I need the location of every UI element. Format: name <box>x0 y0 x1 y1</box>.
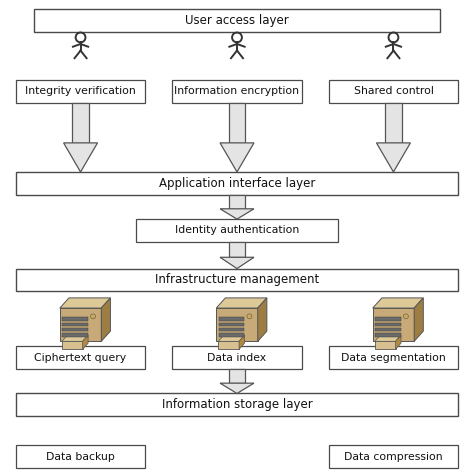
Polygon shape <box>228 242 246 257</box>
Bar <box>136 219 338 242</box>
Polygon shape <box>385 103 402 143</box>
Polygon shape <box>62 335 88 341</box>
Circle shape <box>91 314 95 319</box>
Bar <box>375 318 401 321</box>
Bar <box>62 318 88 321</box>
Polygon shape <box>220 383 254 393</box>
Polygon shape <box>64 143 98 172</box>
Text: Data backup: Data backup <box>46 452 115 462</box>
Polygon shape <box>228 369 246 383</box>
Bar <box>375 333 401 337</box>
Bar <box>62 323 88 326</box>
Text: Shared control: Shared control <box>354 86 434 96</box>
Bar <box>16 346 145 369</box>
Bar <box>375 328 401 331</box>
Polygon shape <box>72 103 89 143</box>
Bar <box>16 269 458 291</box>
Text: Data segmentation: Data segmentation <box>341 353 446 363</box>
Bar <box>172 80 302 103</box>
Bar <box>375 341 395 349</box>
Bar <box>60 308 101 341</box>
Polygon shape <box>220 209 254 219</box>
Bar <box>16 393 458 416</box>
Bar <box>375 323 401 326</box>
Text: Information encryption: Information encryption <box>174 86 300 96</box>
Polygon shape <box>216 298 267 308</box>
Bar <box>219 341 239 349</box>
Bar <box>219 333 245 337</box>
Bar <box>16 80 145 103</box>
Bar <box>216 308 258 341</box>
Bar <box>62 341 82 349</box>
Polygon shape <box>414 298 423 341</box>
Polygon shape <box>239 335 245 349</box>
Bar <box>373 308 414 341</box>
Polygon shape <box>376 143 410 172</box>
Text: Integrity verification: Integrity verification <box>25 86 136 96</box>
Bar <box>62 328 88 331</box>
Polygon shape <box>60 298 110 308</box>
Polygon shape <box>82 335 88 349</box>
Polygon shape <box>220 143 254 172</box>
Bar <box>16 172 458 195</box>
Polygon shape <box>373 298 423 308</box>
Text: Data compression: Data compression <box>345 452 443 462</box>
Circle shape <box>247 314 252 319</box>
Bar <box>62 333 88 337</box>
Bar <box>219 323 245 326</box>
Circle shape <box>403 314 409 319</box>
Text: Identity authentication: Identity authentication <box>175 226 299 236</box>
Polygon shape <box>219 335 245 341</box>
Polygon shape <box>228 195 246 209</box>
Text: Application interface layer: Application interface layer <box>159 177 315 190</box>
Polygon shape <box>220 257 254 269</box>
Polygon shape <box>395 335 401 349</box>
Bar <box>16 445 145 468</box>
Polygon shape <box>258 298 267 341</box>
Text: Information storage layer: Information storage layer <box>162 398 312 411</box>
Bar <box>35 9 439 32</box>
Polygon shape <box>101 298 110 341</box>
Bar <box>219 328 245 331</box>
Bar <box>329 445 458 468</box>
Polygon shape <box>375 335 401 341</box>
Text: User access layer: User access layer <box>185 14 289 27</box>
Bar <box>219 318 245 321</box>
Text: Infrastructure management: Infrastructure management <box>155 273 319 286</box>
Polygon shape <box>228 103 246 143</box>
Text: Data index: Data index <box>208 353 266 363</box>
Bar <box>329 80 458 103</box>
Text: Ciphertext query: Ciphertext query <box>34 353 127 363</box>
Bar <box>329 346 458 369</box>
Bar <box>172 346 302 369</box>
